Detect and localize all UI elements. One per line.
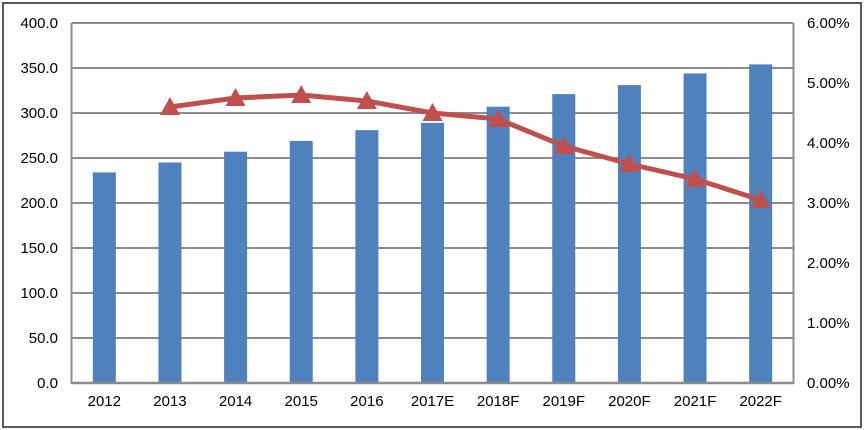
left-axis-tick-label: 100.0 (20, 285, 58, 302)
right-axis-tick-label: 3.00% (807, 195, 850, 212)
left-axis-tick-label: 300.0 (20, 105, 58, 122)
x-axis-category-label: 2022F (739, 393, 782, 410)
x-axis-category-label: 2019F (542, 393, 585, 410)
bar (749, 64, 773, 384)
left-axis-tick-label: 50.0 (29, 330, 58, 347)
line-series (169, 92, 762, 203)
left-axis-tick-label: 0.0 (37, 375, 58, 392)
bar (92, 172, 116, 383)
bar (158, 162, 182, 383)
line-marker-triangle (291, 85, 312, 103)
line-marker-triangle (553, 136, 574, 154)
line-marker-triangle (619, 154, 640, 172)
bar (289, 140, 313, 383)
line-marker-triangle (225, 88, 246, 106)
line-marker-triangle (488, 109, 509, 127)
line-marker-triangle (356, 91, 377, 109)
right-axis-tick-label: 5.00% (807, 75, 850, 92)
x-axis-category-label: 2013 (153, 393, 186, 410)
bar (683, 73, 707, 384)
right-axis-tick-label: 6.00% (807, 15, 850, 32)
line-marker-triangle (685, 169, 706, 187)
x-axis-category-label: 2018F (477, 393, 520, 410)
left-axis-tick-label: 400.0 (20, 15, 58, 32)
x-axis-category-label: 2017E (411, 393, 454, 410)
left-axis-tick-label: 200.0 (20, 195, 58, 212)
left-axis-tick-label: 350.0 (20, 60, 58, 77)
right-axis-tick-label: 1.00% (807, 315, 850, 332)
right-axis-tick-label: 4.00% (807, 135, 850, 152)
bar (355, 130, 379, 383)
right-axis-tick-label: 0.00% (807, 375, 850, 392)
bar (552, 94, 576, 383)
bar (486, 106, 510, 383)
x-axis-category-label: 2014 (219, 393, 252, 410)
line-marker-triangle (422, 103, 443, 121)
left-axis-tick-label: 250.0 (20, 150, 58, 167)
x-axis-category-label: 2015 (285, 393, 318, 410)
bar (421, 122, 444, 384)
line-marker-triangle (750, 190, 771, 208)
bar (617, 85, 641, 383)
right-axis-tick-label: 2.00% (807, 255, 850, 272)
x-axis-category-label: 2016 (350, 393, 383, 410)
x-axis-category-label: 2021F (674, 393, 717, 410)
x-axis-category-label: 2020F (608, 393, 651, 410)
line-marker-triangle (159, 97, 180, 115)
left-axis-tick-label: 150.0 (20, 240, 58, 257)
bar (224, 151, 248, 383)
x-axis-category-label: 2012 (88, 393, 121, 410)
